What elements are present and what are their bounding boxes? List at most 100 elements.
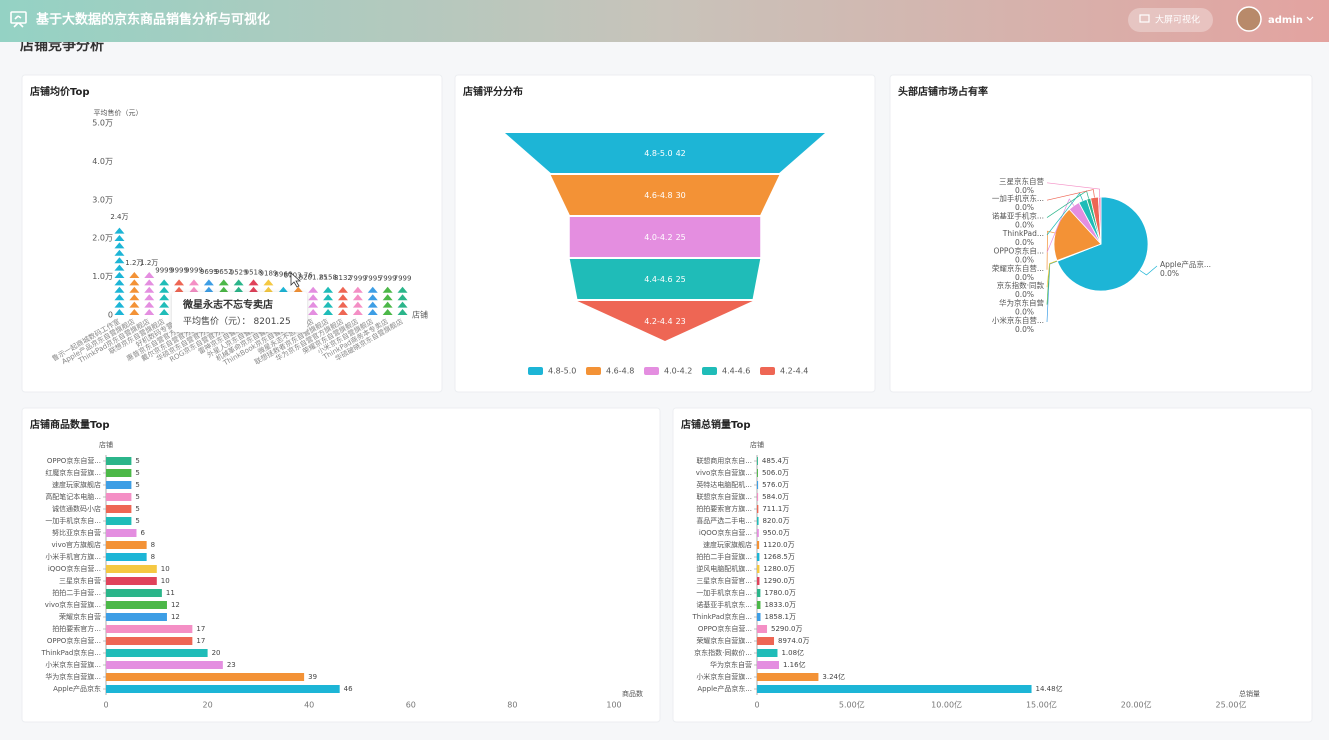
y-tick-label: 三星京东自营: [59, 576, 101, 585]
value-label: 5: [135, 469, 139, 477]
bar: [757, 517, 759, 525]
funnel-segment: [569, 217, 761, 257]
slice-value: 0.0%: [1015, 273, 1034, 282]
bar: [106, 589, 162, 597]
segment-label: 4.2-4.4 23: [644, 317, 686, 326]
value-label: 9699: [200, 268, 218, 276]
legend-label: 4.0-4.2: [664, 367, 692, 376]
value-label: 8: [151, 541, 155, 549]
leader-line: [1046, 192, 1084, 236]
bar-symbol: [352, 294, 363, 301]
y-tick-label: 联想京东自营旗...: [696, 492, 752, 501]
bar: [757, 625, 768, 633]
y-tick-label: Apple产品京东...: [697, 684, 752, 693]
bar-symbol: [233, 279, 244, 286]
bar: [106, 481, 132, 489]
cursor: [290, 272, 302, 288]
y-tick-label: 拍拍要索官方...: [52, 624, 101, 633]
segment-value: 30: [676, 191, 686, 200]
screen-button-label[interactable]: 大屏可视化: [1155, 14, 1200, 26]
value-label: 5: [135, 517, 139, 525]
bar: [106, 493, 132, 501]
y-tick-label: 速度玩家旗舰店: [52, 480, 101, 489]
leader-line: [1139, 265, 1158, 276]
bar-symbol: [367, 309, 378, 315]
chart-title: 店铺商品数量Top: [30, 418, 110, 431]
x-tick-label: 40: [304, 701, 314, 710]
value-label: 9999: [185, 267, 203, 275]
slice-label: 小米京东自营...: [992, 315, 1044, 325]
y-tick-label: 小米手机官方旗...: [45, 552, 101, 561]
segment-value: 23: [676, 317, 686, 326]
y-tick-label: 5.0万: [92, 119, 113, 128]
y-tick-label: iQOO京东自营...: [48, 564, 101, 573]
value-label: 584.0万: [762, 493, 789, 501]
bar: [757, 469, 758, 477]
segment-label: 4.4-4.6 25: [644, 275, 686, 284]
user-name[interactable]: admin: [1268, 15, 1303, 26]
value-label: 7999: [349, 274, 367, 282]
x-tick-label: 0: [103, 701, 108, 710]
bar-symbol: [248, 286, 259, 293]
bar: [106, 649, 208, 657]
bar: [106, 553, 147, 561]
y-tick-label: 逆风电脑配机旗...: [696, 564, 752, 573]
legend-swatch: [586, 367, 601, 375]
avatar[interactable]: [1236, 6, 1262, 32]
value-label: 1780.0万: [764, 589, 796, 597]
bar: [106, 625, 193, 633]
user-menu-arrow[interactable]: [1306, 16, 1314, 21]
screen-button[interactable]: [1128, 8, 1213, 32]
value-label: 17: [196, 637, 205, 645]
bar-symbol: [114, 272, 125, 278]
y-tick-label: 英特达电脑配机...: [696, 480, 752, 489]
slice-label: 京东指数·同款: [997, 280, 1045, 290]
y-tick-label: 2.0万: [92, 234, 113, 243]
slice-value: 0.0%: [1015, 186, 1034, 195]
y-tick-label: 高配笔记本电脑...: [45, 492, 101, 501]
bar-symbol: [144, 309, 155, 315]
bar-symbol: [129, 294, 140, 301]
segment-label: 4.0-4.2 25: [644, 233, 686, 242]
y-tick-label: 0: [108, 311, 113, 320]
value-label: 9518: [245, 268, 263, 276]
segment-category: 4.0-4.2: [644, 233, 672, 242]
y-tick-label: 红魔京东自营旗...: [45, 468, 101, 477]
segment-category: 4.2-4.4: [644, 317, 672, 326]
bar: [106, 469, 132, 477]
bar: [114, 227, 125, 315]
value-label: 1858.1万: [765, 613, 797, 621]
value-label: 8201.25: [299, 274, 328, 282]
bar-symbol: [382, 286, 393, 293]
bar: [308, 286, 319, 315]
card: [672, 407, 1313, 723]
x-tick-label: 100: [606, 701, 621, 710]
bar-symbol: [144, 301, 155, 308]
bar-symbol: [382, 294, 393, 301]
y-tick-label: iQOO京东自营...: [699, 528, 752, 537]
y-tick-label: 华为京东自营旗...: [45, 672, 101, 681]
bar-symbol: [114, 286, 125, 293]
header-bar: [0, 0, 1329, 42]
y-tick-label: 一加手机京东自...: [45, 516, 101, 525]
legend-label: 4.4-4.6: [722, 367, 750, 376]
bar: [757, 457, 758, 465]
bar-symbol: [308, 294, 319, 301]
value-label: 5: [135, 505, 139, 513]
bar: [106, 685, 340, 693]
bar-symbol: [323, 309, 334, 315]
value-label: 1290.0万: [763, 577, 795, 585]
y-tick-label: 拍拍要索官方旗...: [696, 504, 752, 513]
value-label: 12: [171, 613, 180, 621]
legend-swatch: [760, 367, 775, 375]
y-tick-label: 京东指数·同款价...: [694, 648, 752, 657]
value-label: 39: [308, 673, 317, 681]
bar: [757, 661, 779, 669]
value-label: 8158: [319, 274, 337, 282]
legend-swatch: [702, 367, 717, 375]
slice-label: 一加手机京东...: [992, 193, 1044, 203]
y-axis-label: 店铺: [99, 440, 113, 449]
value-label: 14.48亿: [1036, 684, 1063, 693]
